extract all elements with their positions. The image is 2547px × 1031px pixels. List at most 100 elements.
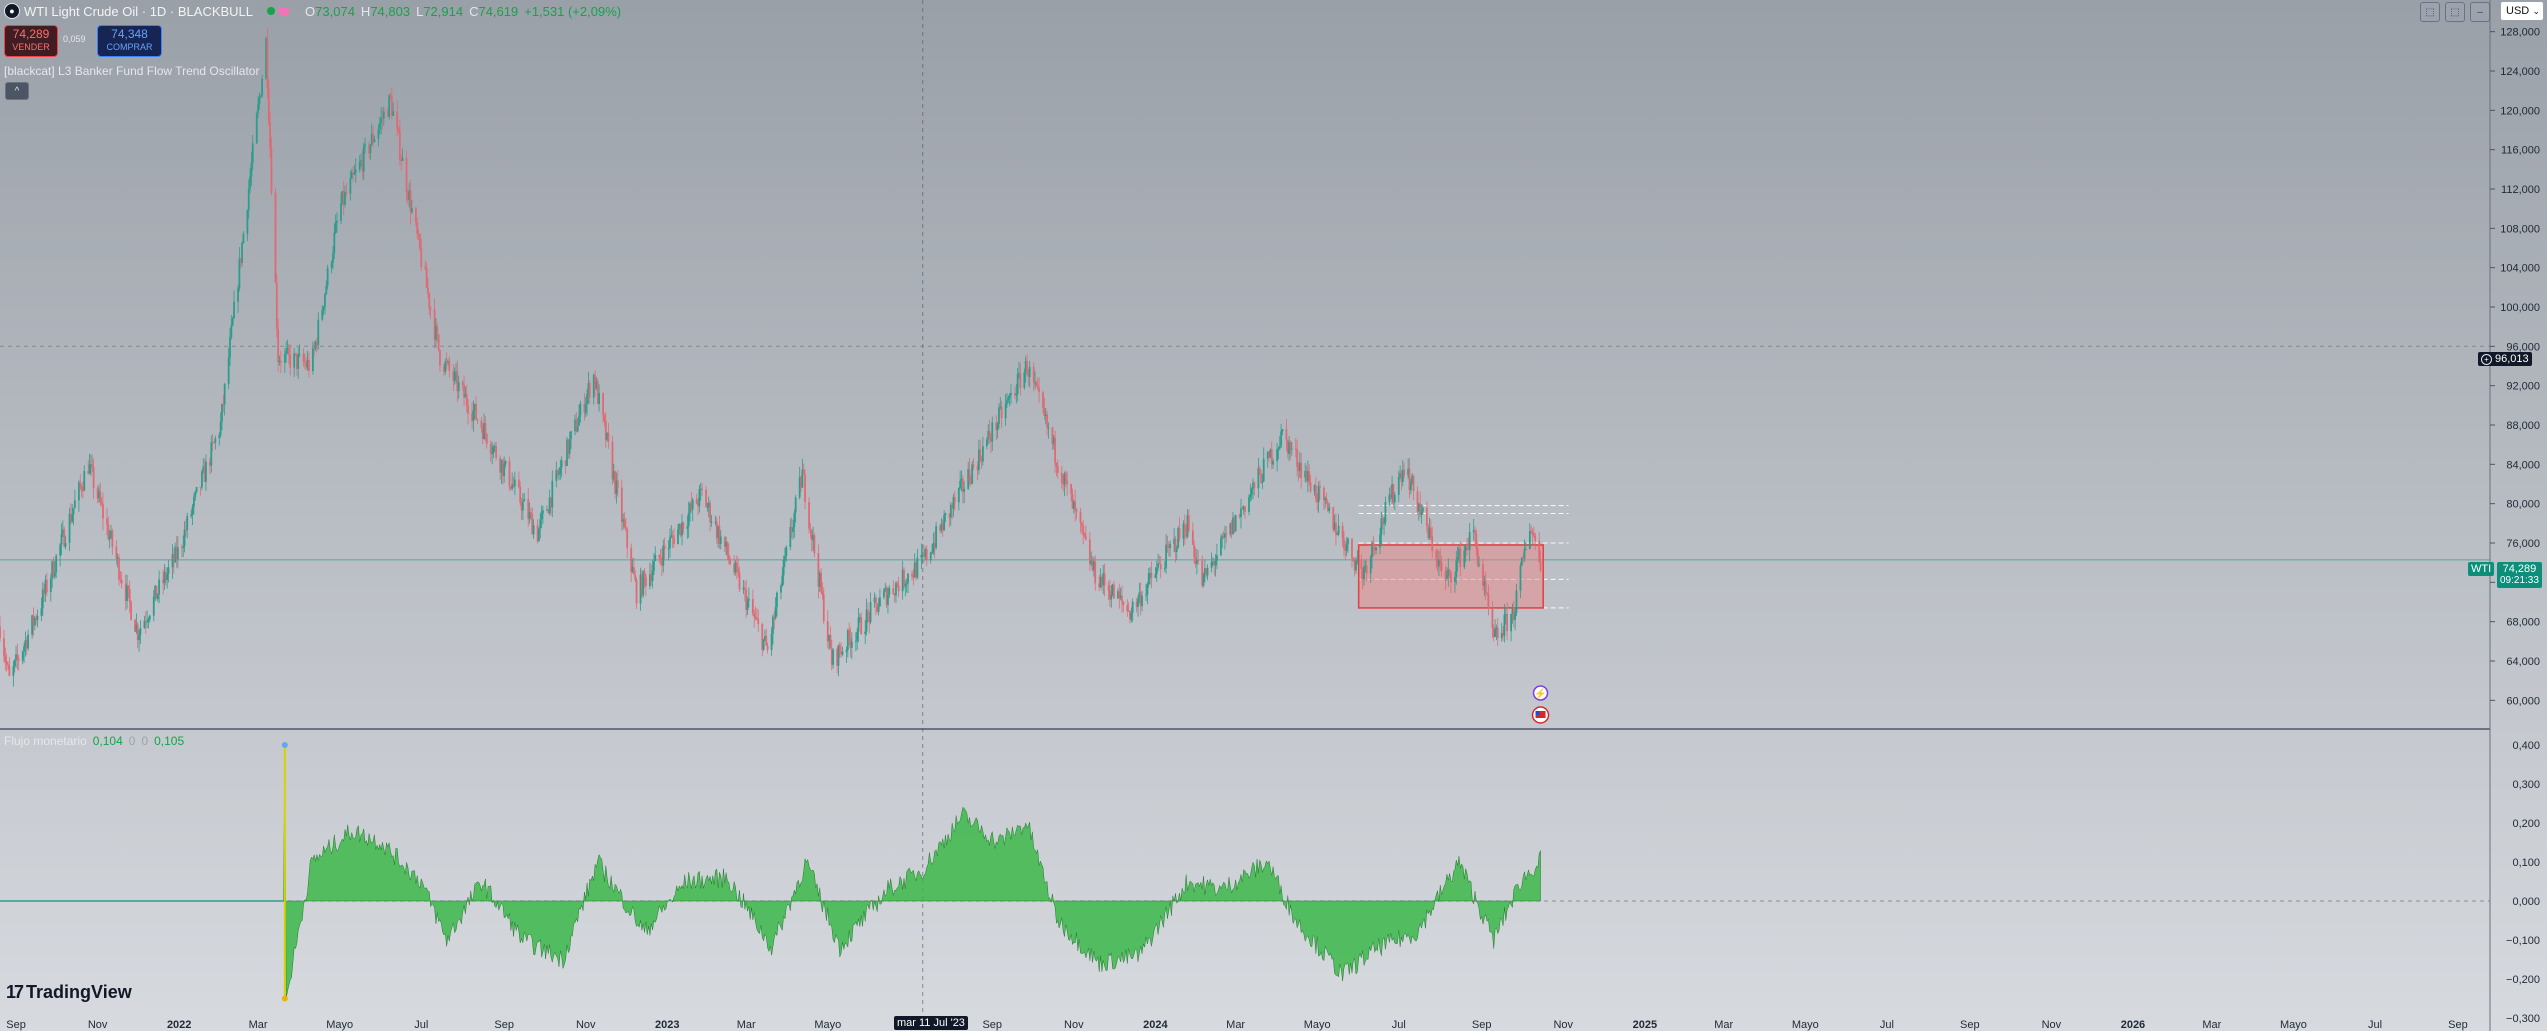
time-tick-label: Mar xyxy=(1714,1019,1733,1031)
event-markers[interactable]: ⚡ xyxy=(1531,685,1550,724)
candle xyxy=(1000,406,1003,419)
buy-button[interactable]: 74,348 COMPRAR xyxy=(97,25,162,57)
candle xyxy=(1117,591,1119,599)
candle xyxy=(1090,560,1093,565)
candle xyxy=(398,131,401,160)
subpane-title[interactable]: Flujo monetario xyxy=(4,734,87,748)
candle xyxy=(239,258,242,263)
candle xyxy=(1399,473,1402,477)
candle xyxy=(959,480,962,488)
candle xyxy=(776,592,778,608)
candle xyxy=(1194,557,1197,564)
candle xyxy=(1335,522,1337,535)
candle xyxy=(649,574,651,587)
gridlines xyxy=(0,0,2491,1031)
candle xyxy=(1363,566,1365,580)
candle xyxy=(435,326,437,340)
price-tick-label: 96,000 xyxy=(2506,341,2540,353)
candle xyxy=(1392,484,1395,503)
candle xyxy=(1446,575,1448,579)
candle xyxy=(1519,565,1522,591)
candle xyxy=(167,567,170,574)
symbol-tag: WTI xyxy=(2468,562,2495,576)
candle xyxy=(219,421,222,435)
candle xyxy=(503,464,506,476)
candle xyxy=(1185,535,1188,537)
candle xyxy=(261,78,264,96)
indicator-title[interactable]: [blackcat] L3 Banker Fund Flow Trend Osc… xyxy=(4,64,260,78)
candle xyxy=(12,666,15,676)
candle xyxy=(308,360,310,372)
candle xyxy=(746,600,749,610)
candle xyxy=(452,370,455,381)
time-tick-label: 2024 xyxy=(1143,1019,1168,1031)
candle xyxy=(1510,614,1513,632)
candle xyxy=(560,460,563,468)
candle xyxy=(751,598,754,614)
fullscreen-icon[interactable]: ⬚ xyxy=(2445,2,2465,22)
sell-button[interactable]: 74,289 VENDER xyxy=(4,25,58,57)
candle xyxy=(1092,561,1095,571)
sell-price: 74,289 xyxy=(12,27,50,41)
candle xyxy=(265,38,268,79)
candle xyxy=(866,609,869,614)
subpane-header[interactable]: Flujo monetario 0,104 0 0 0,105 xyxy=(4,734,184,748)
candle xyxy=(1206,567,1209,576)
candle xyxy=(1388,494,1391,503)
candle xyxy=(1175,548,1178,552)
candle xyxy=(27,634,29,649)
candle xyxy=(229,337,231,358)
candle xyxy=(567,439,570,454)
candle xyxy=(1183,523,1186,536)
candle xyxy=(255,113,258,144)
candle xyxy=(485,434,488,444)
candle xyxy=(681,522,683,536)
candle xyxy=(330,262,333,269)
candle xyxy=(1276,449,1278,462)
symbol-title[interactable]: WTI Light Crude Oil · 1D · BLACKBULL xyxy=(24,3,254,19)
candle xyxy=(364,144,366,147)
close-value: 74,619 xyxy=(478,3,519,19)
minimize-icon[interactable]: – xyxy=(2470,2,2490,22)
candle xyxy=(857,617,860,632)
screenshot-icon[interactable]: ⬚ xyxy=(2420,2,2440,22)
candle xyxy=(1352,558,1355,561)
time-tick-label: 2022 xyxy=(167,1019,191,1031)
collapse-indicators-button[interactable]: ^ xyxy=(5,82,29,100)
candle xyxy=(171,554,174,568)
candle xyxy=(864,631,867,635)
candle xyxy=(31,615,33,635)
price-tick-label: 60,000 xyxy=(2506,695,2540,707)
subpane-value-4: 0,105 xyxy=(154,734,185,748)
candle xyxy=(1213,561,1216,566)
candle xyxy=(1511,607,1514,615)
candle xyxy=(972,464,975,467)
candle xyxy=(1193,544,1196,558)
candle xyxy=(911,573,913,577)
tradingview-logo[interactable]: 17 TradingView xyxy=(6,982,132,1003)
candle xyxy=(1381,518,1384,524)
plus-icon[interactable]: + xyxy=(2481,353,2492,365)
candle xyxy=(1496,627,1499,639)
candle xyxy=(336,220,338,223)
candle xyxy=(428,292,431,308)
candle xyxy=(1472,530,1475,533)
candle xyxy=(1355,560,1357,571)
symbol-header[interactable]: ● WTI Light Crude Oil · 1D · BLACKBULL O… xyxy=(0,0,621,22)
candle xyxy=(1007,397,1010,401)
candle xyxy=(90,464,92,466)
candle xyxy=(40,608,43,616)
candle xyxy=(1130,612,1133,620)
candle xyxy=(883,590,885,598)
candle xyxy=(409,190,412,213)
candle xyxy=(846,630,849,651)
candle xyxy=(68,513,71,543)
currency-select[interactable]: USD ⌄ xyxy=(2500,1,2544,21)
event-bolt-icon xyxy=(1532,685,1549,701)
candle xyxy=(51,561,54,579)
candle xyxy=(521,501,524,511)
candle xyxy=(55,555,58,573)
candle xyxy=(1042,392,1044,409)
candle xyxy=(766,645,769,650)
